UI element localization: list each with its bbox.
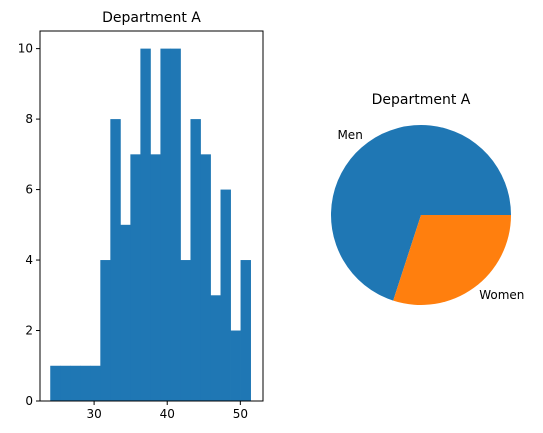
y-tick-label: 10	[18, 42, 33, 56]
histogram-bar	[240, 260, 251, 401]
histogram-bar	[50, 365, 61, 401]
histogram-bar	[80, 365, 91, 401]
x-tick-label: 40	[160, 407, 175, 421]
histogram-bar	[190, 119, 201, 401]
pie-slice	[331, 125, 511, 301]
histogram-bars	[50, 48, 251, 401]
histogram-title: Department A	[102, 10, 201, 26]
histogram-x-axis: 30 40 50	[86, 401, 248, 421]
pie-slice-label: Men	[337, 128, 362, 142]
histogram-bar	[200, 154, 211, 401]
histogram-bar	[180, 260, 191, 401]
histogram-bar	[150, 154, 161, 401]
histogram-bar	[110, 119, 121, 401]
histogram-panel: Department A 30 40 50 0 2 4 6 8 10	[18, 10, 264, 421]
y-tick-label: 4	[25, 253, 33, 267]
histogram-bar	[60, 365, 71, 401]
pie-slices	[331, 125, 511, 306]
y-tick-label: 2	[25, 324, 33, 338]
pie-title: Department A	[372, 92, 471, 108]
histogram-bar	[170, 48, 181, 401]
pie-panel: Department A Men Women	[331, 92, 524, 306]
histogram-y-axis: 0 2 4 6 8 10	[18, 42, 40, 408]
x-tick-label: 30	[86, 407, 101, 421]
x-tick-label: 50	[233, 407, 248, 421]
histogram-bar	[100, 260, 111, 401]
y-tick-label: 6	[25, 183, 33, 197]
pie-labels: Men Women	[337, 128, 524, 302]
histogram-frame	[39, 30, 264, 402]
y-tick-label: 0	[25, 394, 33, 408]
y-tick-label: 8	[25, 112, 33, 126]
histogram-bar	[210, 295, 221, 401]
histogram-bar	[140, 48, 151, 401]
histogram-bar	[130, 154, 141, 401]
histogram-bar	[230, 330, 241, 401]
histogram-bar	[70, 365, 81, 401]
pie-slice-label: Women	[479, 288, 524, 302]
histogram-bar	[120, 224, 131, 401]
histogram-bar	[160, 48, 171, 401]
histogram-bar	[90, 365, 101, 401]
histogram-bar	[220, 189, 231, 401]
pie-slice	[393, 215, 511, 306]
